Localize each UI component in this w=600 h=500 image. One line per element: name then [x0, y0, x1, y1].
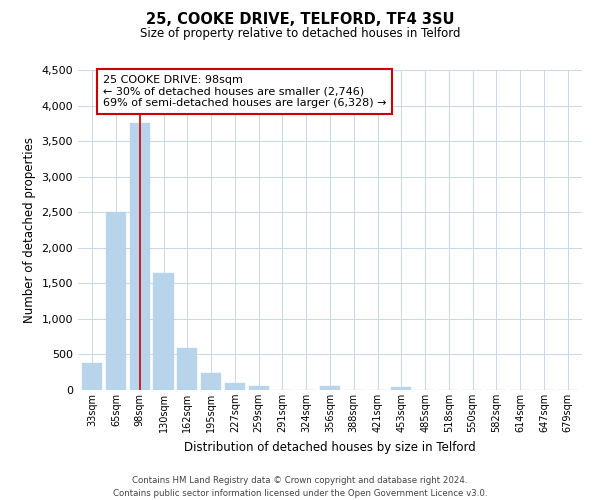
Bar	[201, 372, 221, 390]
Bar	[320, 386, 340, 390]
X-axis label: Distribution of detached houses by size in Telford: Distribution of detached houses by size …	[184, 440, 476, 454]
Text: 25, COOKE DRIVE, TELFORD, TF4 3SU: 25, COOKE DRIVE, TELFORD, TF4 3SU	[146, 12, 454, 28]
Text: 25 COOKE DRIVE: 98sqm
← 30% of detached houses are smaller (2,746)
69% of semi-d: 25 COOKE DRIVE: 98sqm ← 30% of detached …	[0, 499, 1, 500]
Bar	[177, 348, 197, 390]
Bar	[225, 383, 245, 390]
Bar	[106, 212, 126, 390]
Bar	[391, 387, 412, 390]
Bar	[82, 363, 103, 390]
Y-axis label: Number of detached properties: Number of detached properties	[23, 137, 36, 323]
Text: 25 COOKE DRIVE: 98sqm
← 30% of detached houses are smaller (2,746)
69% of semi-d: 25 COOKE DRIVE: 98sqm ← 30% of detached …	[103, 75, 386, 108]
Bar	[130, 124, 150, 390]
Text: Contains HM Land Registry data © Crown copyright and database right 2024.
Contai: Contains HM Land Registry data © Crown c…	[113, 476, 487, 498]
Bar	[154, 274, 173, 390]
Bar	[248, 386, 269, 390]
Text: Size of property relative to detached houses in Telford: Size of property relative to detached ho…	[140, 28, 460, 40]
